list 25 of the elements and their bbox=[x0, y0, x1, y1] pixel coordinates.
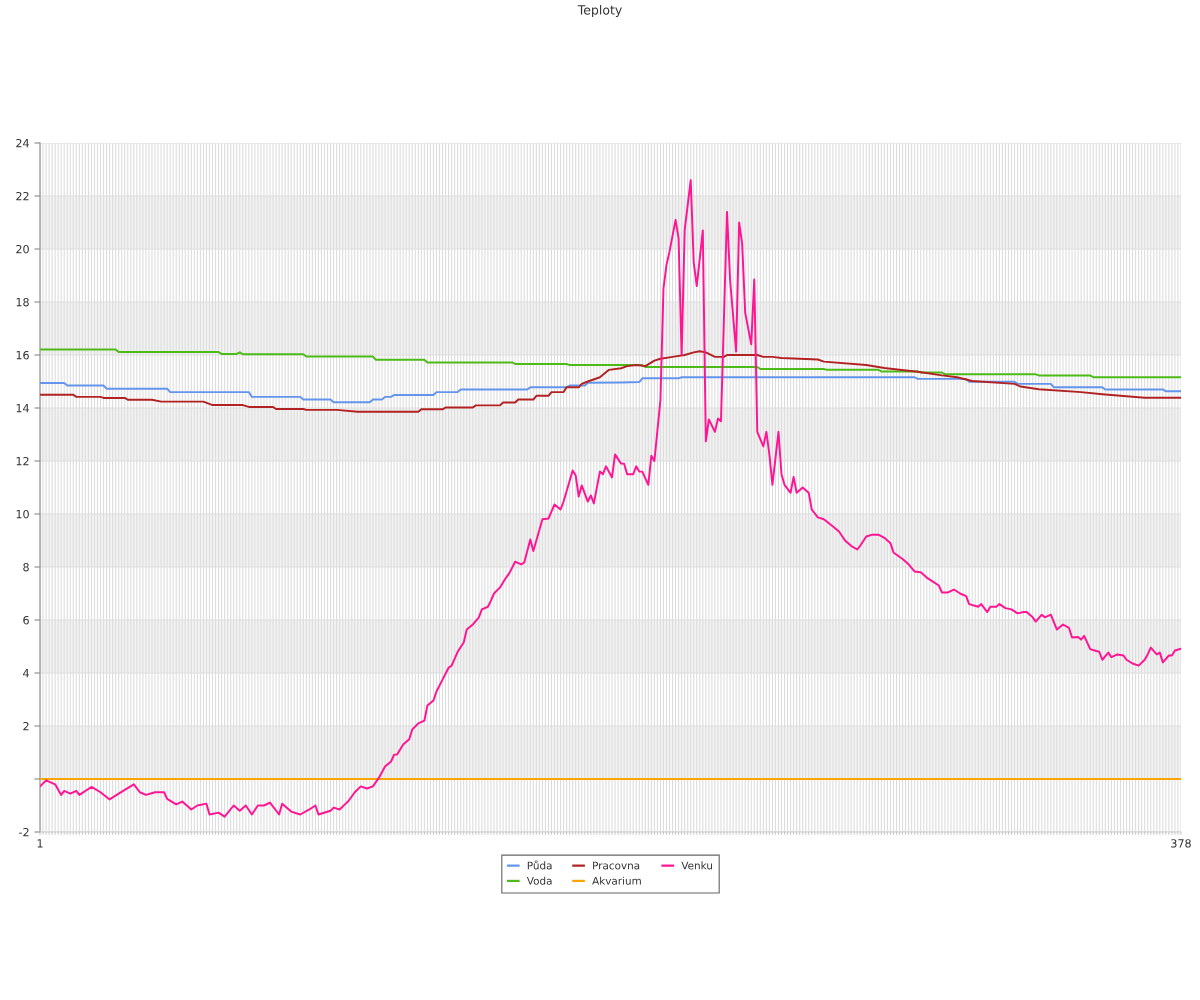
line-series bbox=[40, 350, 1181, 413]
line-series bbox=[40, 348, 1181, 379]
line-series bbox=[40, 376, 1181, 404]
y-tick-label: 10 bbox=[16, 509, 29, 519]
x-tick-label: 378 bbox=[1171, 839, 1191, 848]
legend-label: Pracovna bbox=[593, 861, 640, 870]
y-tick-label: 4 bbox=[23, 669, 29, 678]
legend-label: Venku bbox=[681, 861, 712, 870]
x-tick-label: 1 bbox=[37, 839, 43, 848]
y-tick-label: -2 bbox=[19, 827, 29, 837]
y-tick-label: 20 bbox=[16, 244, 29, 254]
y-tick-label: 22 bbox=[16, 191, 29, 201]
line-series bbox=[40, 179, 1181, 818]
y-tick-label: 18 bbox=[16, 297, 29, 307]
y-tick-label: 8 bbox=[23, 562, 29, 572]
legend-label: Půda bbox=[527, 860, 552, 870]
legend-label: Voda bbox=[526, 876, 552, 885]
chart-title: Teploty bbox=[577, 4, 622, 18]
y-tick-label: 14 bbox=[16, 404, 29, 413]
y-tick-label: 16 bbox=[16, 350, 29, 360]
y-tick-label: 12 bbox=[16, 456, 29, 466]
y-tick-label: 24 bbox=[16, 138, 29, 148]
y-tick-label: 6 bbox=[23, 615, 29, 625]
legend-label: Akvarium bbox=[592, 876, 641, 885]
y-tick-label: 2 bbox=[23, 721, 29, 731]
